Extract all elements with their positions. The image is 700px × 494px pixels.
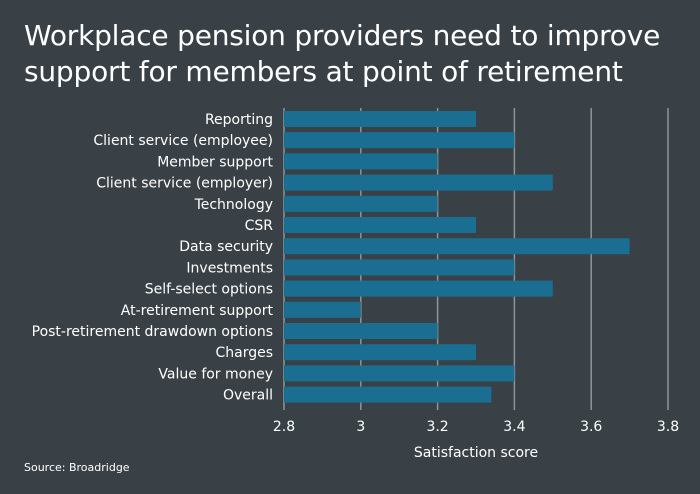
bar: [284, 238, 630, 255]
category-label: Client service (employer): [96, 176, 273, 192]
bar: [284, 365, 515, 382]
category-label: Investments: [186, 260, 273, 276]
bar: [284, 174, 553, 191]
category-label: Charges: [215, 345, 273, 361]
bar: [284, 323, 438, 339]
x-tick-label: 3.8: [657, 419, 679, 435]
bar: [284, 280, 553, 297]
category-label: CSR: [245, 218, 274, 234]
bar: [284, 153, 438, 170]
bar: [284, 195, 438, 212]
x-tick-label: 3.2: [426, 419, 448, 435]
x-tick-label: 3.4: [503, 419, 525, 435]
category-label: Member support: [157, 154, 273, 170]
x-tick-label: 2.8: [273, 419, 295, 435]
bar: [284, 344, 476, 361]
category-label: Client service (employee): [93, 133, 273, 149]
x-tick-label: 3.6: [580, 419, 602, 435]
category-label: Reporting: [205, 112, 273, 128]
category-label: Post-retirement drawdown options: [32, 324, 273, 340]
category-label: Data security: [179, 239, 273, 255]
source-note: Source: Broadridge: [24, 461, 130, 474]
x-tick-label: 3: [356, 419, 365, 435]
bar: [284, 132, 515, 149]
bar: [284, 259, 515, 276]
category-label: Technology: [194, 197, 273, 213]
x-tick-labels: 2.8 3 3.2 3.4 3.6 3.8: [273, 419, 679, 435]
bar: [284, 217, 476, 233]
category-label: Overall: [223, 388, 273, 404]
gridlines: [283, 108, 669, 410]
bars: [284, 111, 630, 403]
bar: [284, 111, 476, 127]
x-axis-title: Satisfaction score: [414, 445, 538, 461]
category-labels: Reporting Client service (employee) Member…: [32, 112, 274, 404]
bar: [284, 386, 492, 403]
bar: [284, 301, 361, 318]
category-label: At-retirement support: [121, 303, 274, 319]
chart-title: Workplace pension providers need to impr…: [24, 19, 661, 88]
category-label: Self-select options: [145, 282, 273, 298]
category-label: Value for money: [158, 366, 273, 382]
